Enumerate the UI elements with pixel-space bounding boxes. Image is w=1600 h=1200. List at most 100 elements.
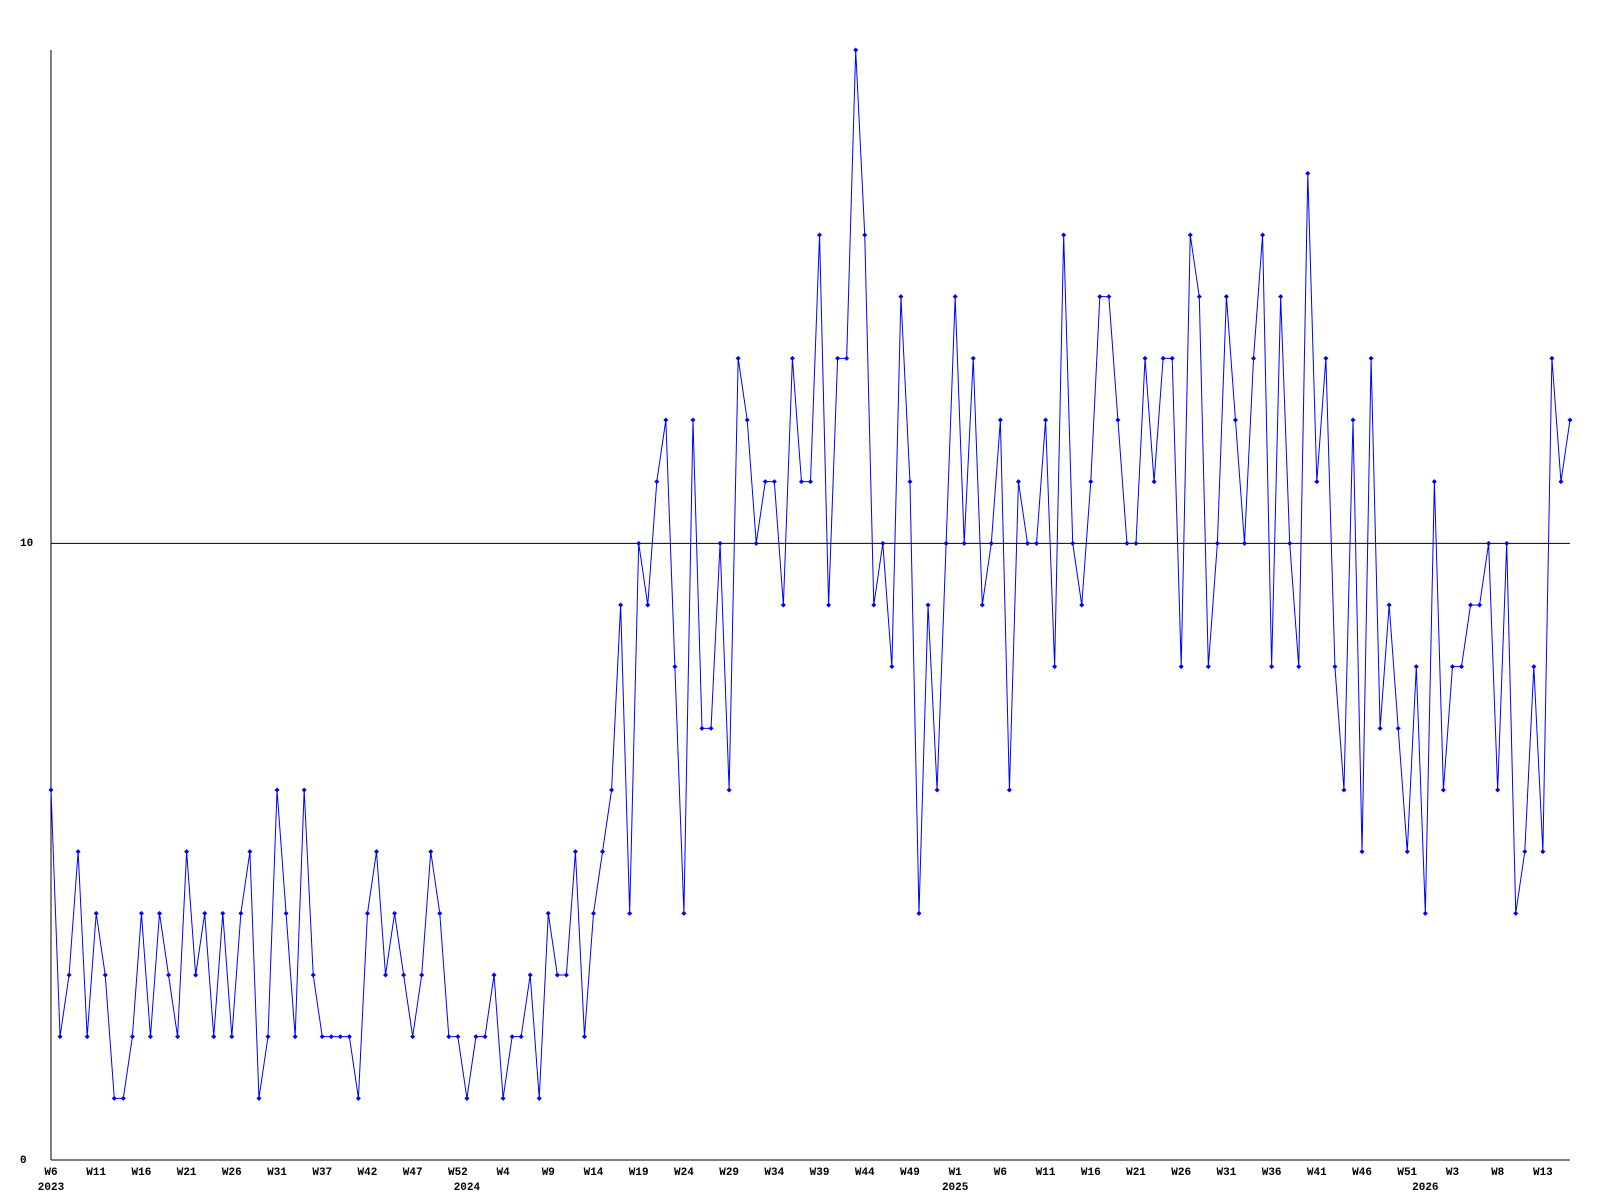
- data-point: [84, 1034, 90, 1040]
- x-tick-label: W19: [629, 1167, 649, 1179]
- x-tick-label: W1: [949, 1167, 963, 1179]
- data-point: [654, 479, 660, 485]
- data-point: [1377, 725, 1383, 731]
- x-tick-label: W21: [177, 1167, 197, 1179]
- data-point: [1332, 664, 1338, 670]
- data-point: [663, 417, 669, 423]
- data-point: [934, 787, 940, 793]
- data-point: [1513, 910, 1519, 916]
- data-point: [283, 910, 289, 916]
- x-tick-label: W21: [1126, 1167, 1146, 1179]
- data-point: [401, 972, 407, 978]
- data-point: [1133, 540, 1139, 546]
- data-point: [1070, 540, 1076, 546]
- data-point: [591, 910, 596, 916]
- data-point: [1449, 664, 1455, 670]
- data-point: [256, 1095, 262, 1101]
- data-point: [1043, 417, 1049, 423]
- data-point: [798, 479, 804, 485]
- data-point: [1205, 664, 1211, 670]
- data-point: [997, 417, 1003, 423]
- data-point: [202, 910, 208, 916]
- x-year-label: 2025: [942, 1182, 969, 1194]
- x-tick-label: W14: [584, 1167, 604, 1179]
- x-tick-label: W6: [44, 1167, 57, 1179]
- data-point: [138, 910, 144, 916]
- data-point: [735, 355, 741, 361]
- data-point: [410, 1034, 416, 1040]
- data-point: [898, 294, 904, 300]
- data-point: [1151, 479, 1157, 485]
- data-point: [1124, 540, 1130, 546]
- data-point: [48, 787, 54, 793]
- data-point: [1431, 479, 1437, 485]
- data-point: [645, 602, 651, 608]
- data-point: [1459, 664, 1464, 670]
- data-point: [1395, 725, 1401, 731]
- data-point: [419, 972, 425, 978]
- data-point: [952, 294, 958, 300]
- data-point: [1287, 540, 1293, 546]
- series-line: [50, 49, 1571, 1099]
- data-point: [563, 972, 569, 978]
- data-point: [961, 540, 967, 546]
- x-tick-label: W31: [1217, 1167, 1237, 1179]
- data-point: [1296, 664, 1302, 670]
- data-point: [907, 479, 913, 485]
- data-point: [871, 602, 877, 608]
- data-point: [1504, 540, 1510, 546]
- data-point: [636, 540, 642, 546]
- data-point: [1341, 787, 1347, 793]
- data-point: [925, 602, 931, 608]
- data-point: [157, 910, 162, 916]
- x-tick-label: W11: [1036, 1167, 1056, 1179]
- data-point: [1006, 787, 1012, 793]
- data-point: [1531, 664, 1537, 670]
- data-point: [717, 540, 723, 546]
- data-point: [970, 355, 976, 361]
- data-point: [780, 602, 786, 608]
- data-point: [844, 355, 850, 361]
- data-point: [491, 972, 497, 978]
- data-point: [1160, 355, 1166, 361]
- data-point: [129, 1034, 135, 1040]
- data-point: [1486, 540, 1492, 546]
- data-point: [672, 664, 678, 670]
- data-point: [120, 1095, 126, 1101]
- data-point: [545, 910, 551, 916]
- data-point: [1260, 232, 1266, 238]
- data-point: [93, 910, 99, 916]
- x-tick-label: W44: [855, 1167, 875, 1179]
- data-point: [916, 910, 922, 916]
- x-tick-label: W16: [132, 1167, 152, 1179]
- data-point: [1558, 479, 1564, 485]
- data-point: [446, 1034, 452, 1040]
- data-point: [111, 1095, 117, 1101]
- data-point: [1214, 540, 1220, 546]
- data-point: [1097, 294, 1103, 300]
- data-point: [292, 1034, 298, 1040]
- x-tick-label: W9: [542, 1167, 555, 1179]
- data-point: [166, 972, 172, 978]
- data-point: [771, 479, 777, 485]
- data-point: [1034, 540, 1040, 546]
- data-point: [1088, 479, 1094, 485]
- data-point: [184, 849, 190, 855]
- data-point: [835, 355, 841, 361]
- x-tick-label: W39: [810, 1167, 830, 1179]
- data-point: [1359, 849, 1365, 855]
- data-point: [1495, 787, 1501, 793]
- data-point: [1142, 355, 1148, 361]
- data-point: [1386, 602, 1392, 608]
- data-point: [708, 725, 714, 731]
- x-tick-label: W24: [674, 1167, 694, 1179]
- x-tick-label: W37: [312, 1167, 332, 1179]
- data-point: [618, 602, 624, 608]
- data-point: [319, 1034, 325, 1040]
- data-point: [1549, 355, 1555, 361]
- data-point: [482, 1034, 488, 1040]
- data-point: [328, 1034, 334, 1040]
- data-point: [301, 787, 307, 793]
- data-point: [500, 1095, 506, 1101]
